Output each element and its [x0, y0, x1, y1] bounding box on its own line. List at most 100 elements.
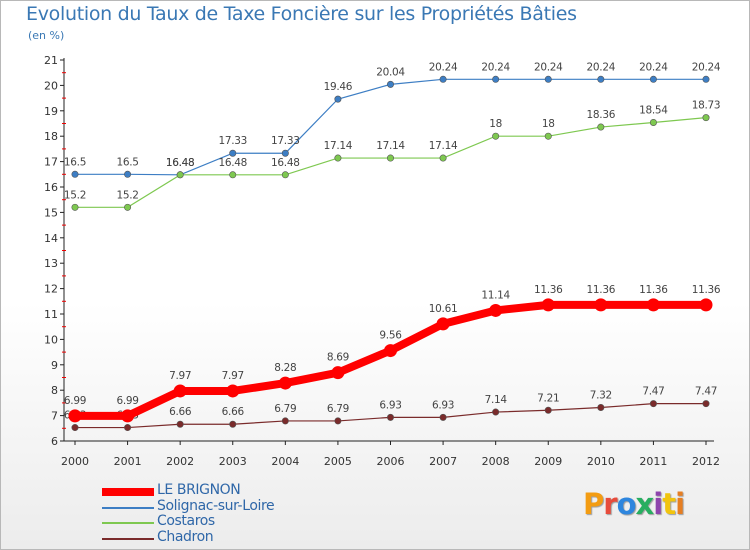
data-point	[492, 132, 500, 140]
data-point	[544, 75, 552, 83]
data-label: 11.36	[639, 284, 668, 296]
y-tick-label: 12	[44, 283, 58, 296]
data-label: 15.2	[64, 189, 86, 201]
legend-label: LE BRIGNON	[157, 482, 241, 498]
x-tick-label: 2003	[219, 455, 247, 468]
y-tick-label: 9	[51, 359, 58, 372]
y-tick-label: 16	[44, 181, 58, 194]
data-label: 6.99	[116, 395, 138, 407]
y-tick-label: 11	[44, 308, 58, 321]
data-label: 7.32	[590, 389, 612, 401]
data-point	[541, 298, 555, 312]
legend-swatch	[102, 537, 154, 540]
data-point	[124, 170, 132, 178]
data-point	[439, 154, 447, 162]
data-point	[334, 95, 342, 103]
data-point	[594, 298, 608, 312]
data-label: 16.5	[64, 156, 86, 168]
data-label: 7.21	[537, 392, 559, 404]
data-label: 20.24	[587, 61, 616, 73]
y-tick-label: 14	[44, 232, 58, 245]
data-point	[649, 75, 657, 83]
data-point	[229, 420, 237, 428]
proxiti-logo: Proxiti	[583, 487, 685, 521]
data-point	[386, 154, 394, 162]
data-point	[436, 317, 450, 331]
data-point	[649, 118, 657, 126]
data-point	[646, 298, 660, 312]
data-point	[597, 403, 605, 411]
data-point	[124, 424, 132, 432]
logo-letter: o	[616, 487, 637, 521]
y-tick-label: 21	[44, 54, 58, 67]
data-point	[334, 154, 342, 162]
logo-letter: t	[662, 487, 676, 521]
x-tick-label: 2004	[271, 455, 299, 468]
data-label: 6.66	[222, 406, 245, 418]
y-tick-label: 13	[44, 257, 58, 270]
y-tick-label: 6	[51, 435, 58, 448]
data-point	[439, 75, 447, 83]
data-label: 16.48	[218, 157, 247, 169]
data-label: 18	[489, 118, 502, 130]
data-label: 6.93	[379, 399, 401, 411]
data-point	[121, 409, 135, 423]
data-label: 20.24	[639, 61, 668, 73]
x-tick-label: 2010	[587, 455, 615, 468]
data-label: 6.79	[327, 403, 349, 415]
x-tick-label: 2000	[61, 455, 89, 468]
data-point	[176, 420, 184, 428]
data-point	[699, 298, 713, 312]
data-point	[386, 413, 394, 421]
data-point	[176, 171, 184, 179]
data-point	[597, 123, 605, 131]
data-label: 17.14	[324, 140, 353, 152]
data-label: 16.48	[166, 157, 195, 169]
series-chadron: 6.536.536.666.666.796.796.936.937.147.21…	[64, 386, 717, 432]
y-tick-label: 19	[44, 105, 58, 118]
y-axis-unit-label: (en %)	[28, 29, 65, 42]
data-label: 18.36	[587, 109, 616, 121]
data-label: 15.2	[116, 189, 138, 201]
y-tick-label: 8	[51, 384, 58, 397]
x-tick-label: 2002	[166, 455, 194, 468]
legend-swatch	[102, 506, 154, 509]
data-label: 11.36	[587, 284, 616, 296]
data-label: 9.56	[379, 330, 402, 342]
data-label: 18.73	[692, 100, 721, 112]
data-label: 6.79	[274, 403, 296, 415]
data-point	[278, 376, 292, 390]
logo-letter: x	[635, 487, 655, 521]
x-tick-label: 2005	[324, 455, 352, 468]
data-label: 20.24	[534, 61, 563, 73]
series-le-brignon: 6.99 6.99 7.97 7.97 8.28 8.69 9.56 10.61 11.14 11…	[64, 284, 721, 423]
data-label: 20.24	[481, 61, 510, 73]
y-tick-label: 15	[44, 206, 58, 219]
data-label: 7.97	[222, 370, 244, 382]
data-point	[702, 400, 710, 408]
data-point	[173, 384, 187, 398]
data-label: 20.24	[429, 61, 458, 73]
data-point	[544, 132, 552, 140]
data-point	[71, 424, 79, 432]
data-point	[384, 344, 397, 358]
data-label: 20.24	[692, 61, 721, 73]
data-point	[226, 384, 240, 398]
data-label: 17.33	[271, 135, 300, 147]
data-label: 7.14	[485, 394, 508, 406]
data-label: 10.61	[429, 303, 458, 315]
legend-swatch	[102, 522, 154, 524]
data-point	[71, 203, 79, 211]
data-label: 16.48	[166, 157, 195, 169]
data-point	[492, 75, 500, 83]
logo-letter: i	[653, 487, 663, 521]
data-point	[439, 413, 447, 421]
data-point	[229, 171, 237, 179]
data-label: 17.14	[429, 140, 458, 152]
data-point	[649, 400, 657, 408]
data-label: 6.93	[432, 399, 454, 411]
data-point	[124, 203, 132, 211]
data-point	[702, 114, 710, 122]
data-point	[702, 75, 710, 83]
